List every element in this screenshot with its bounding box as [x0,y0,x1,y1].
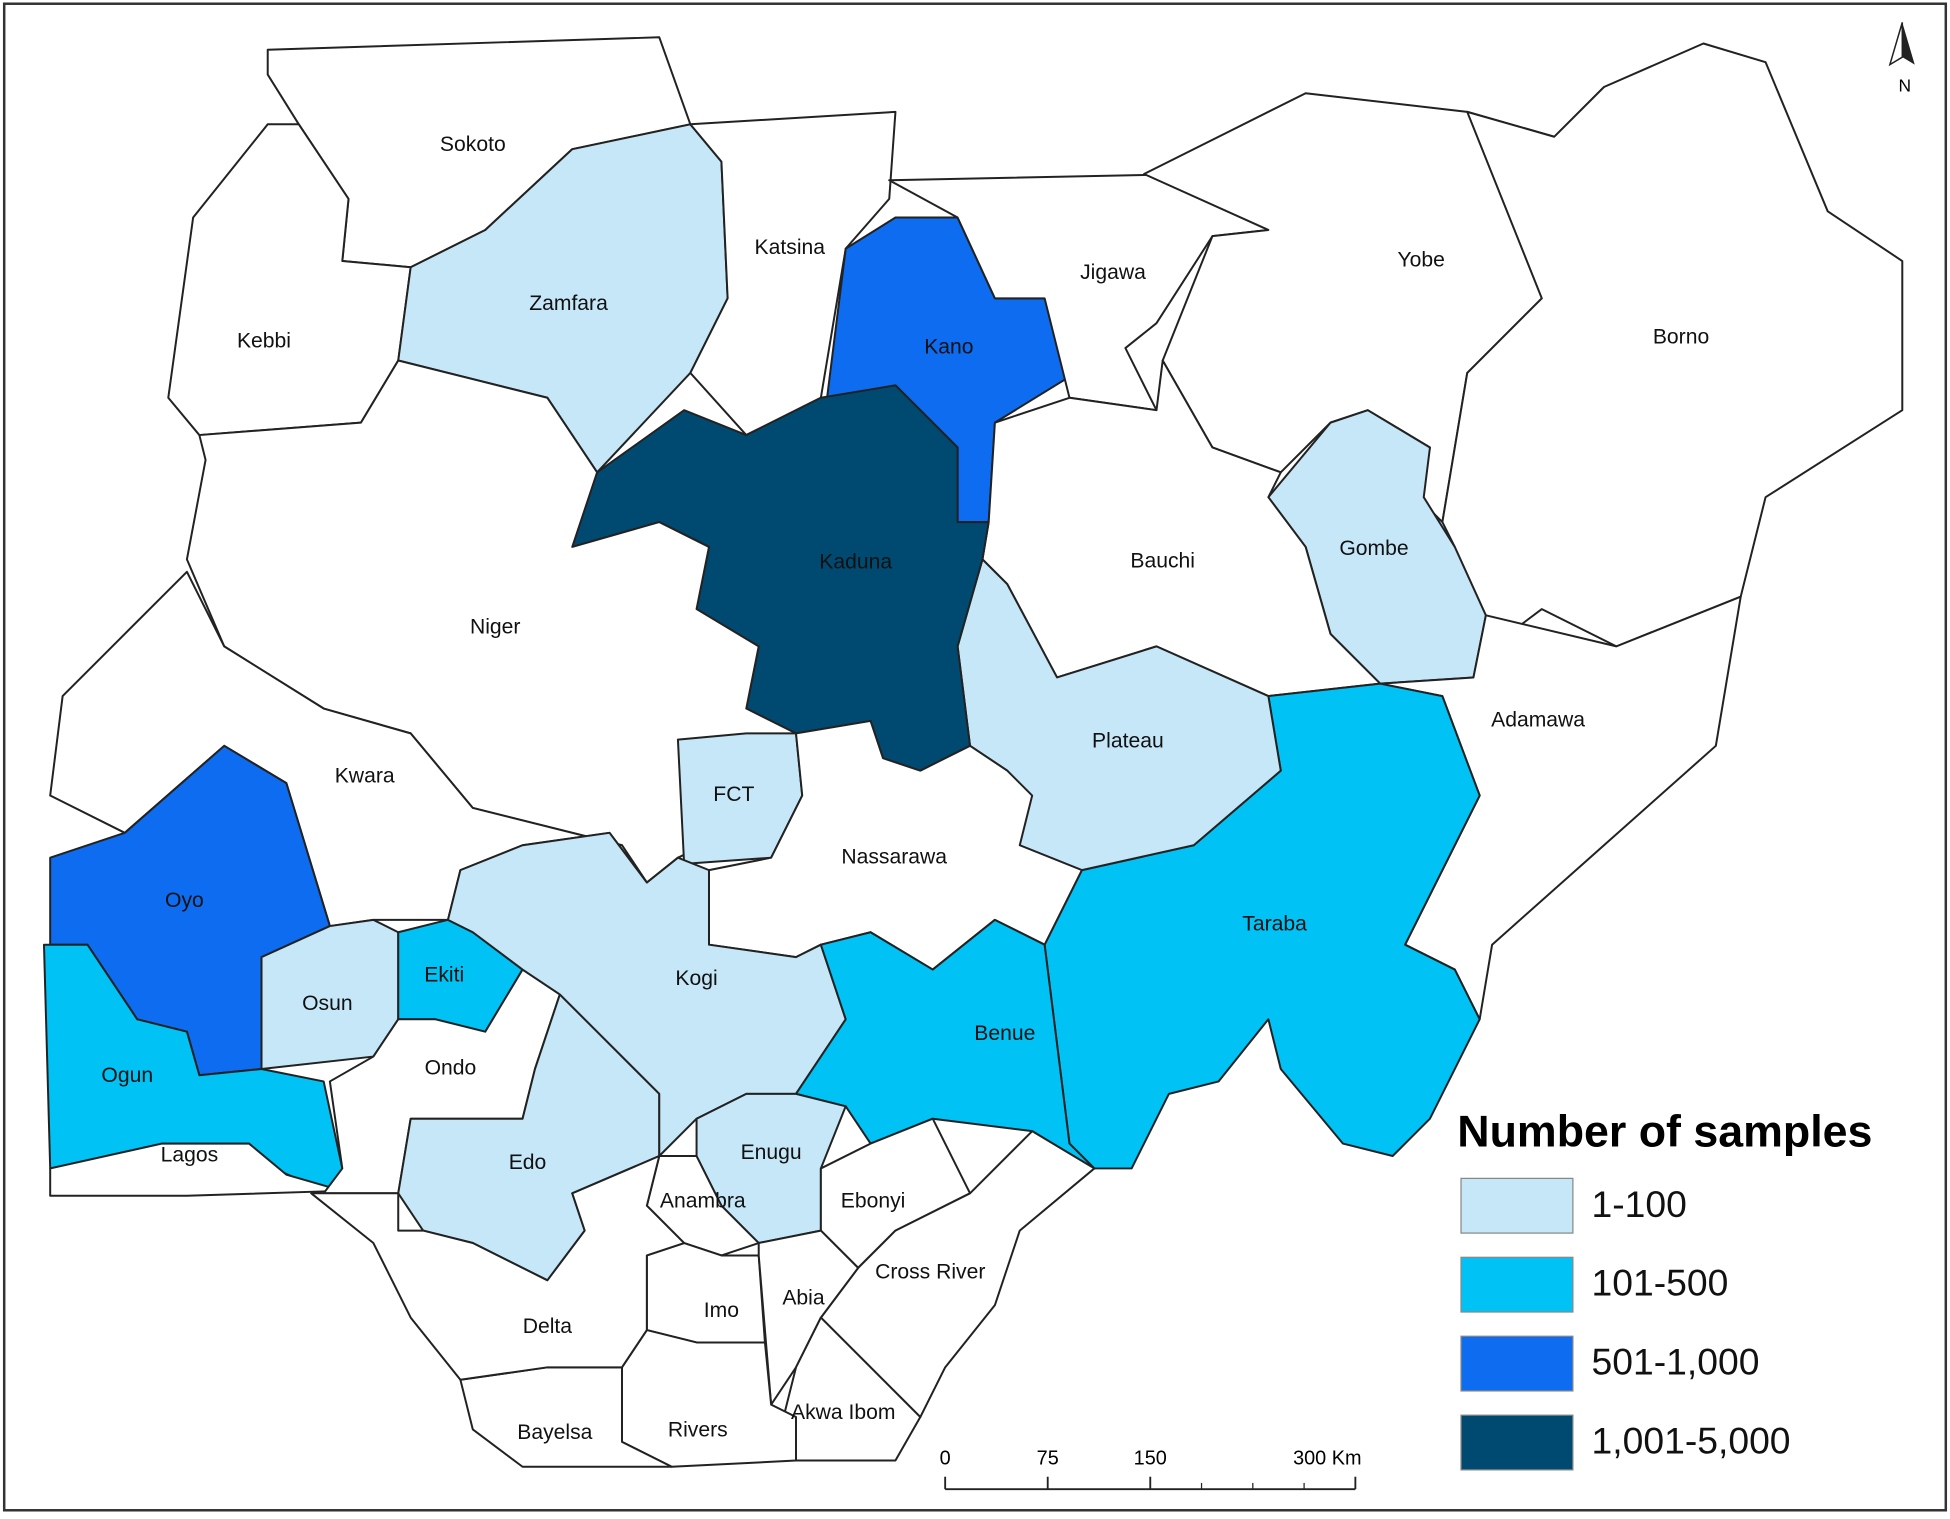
legend-label: 501-1,000 [1592,1341,1760,1383]
states [42,36,1904,1468]
state-label: Ebonyi [841,1190,906,1213]
scale-bar: 0 75 150 300 Km [940,1448,1362,1491]
state-label: Katsina [755,236,826,259]
state-region [49,1142,344,1197]
state-label: Niger [470,615,520,638]
state-label: Zamfara [529,292,608,315]
scale-label: 150 [1134,1448,1167,1470]
state-label: Anambra [660,1190,746,1213]
legend-swatch [1460,1177,1574,1234]
state-label: Adamawa [1491,709,1585,732]
state-label: Oyo [165,889,204,912]
state-label: FCT [713,783,754,806]
state-region [310,1155,686,1381]
state-label: Taraba [1242,912,1307,935]
legend-swatch [1460,1256,1574,1313]
legend: Number of samples 1-100 101-500 501-1,000 1… [1457,1107,1872,1471]
scale-label: 0 [940,1448,951,1470]
legend-label: 1,001-5,000 [1592,1420,1791,1462]
legend-label: 1-100 [1592,1183,1687,1225]
north-label: N [1898,76,1911,96]
legend-swatch [1460,1414,1574,1471]
scale-label: 75 [1037,1448,1059,1470]
state-label: Kano [924,336,973,359]
state-region [645,1242,766,1344]
state-label: Benue [974,1022,1035,1045]
legend-swatch [1460,1335,1574,1392]
state-label: Imo [704,1299,739,1322]
state-label: Akwa Ibom [791,1401,896,1424]
legend-title: Number of samples [1457,1107,1872,1157]
legend-label: 101-500 [1592,1262,1729,1304]
state-label: Kebbi [237,329,291,352]
state-label: Plateau [1092,730,1164,753]
state-label: Ekiti [424,963,464,986]
state-label: Borno [1653,326,1709,349]
state-label: Nassarawa [841,845,947,868]
state-label: Jigawa [1080,261,1146,284]
state-label: Kwara [335,764,395,787]
state-region [782,1316,922,1462]
state-label: Cross River [875,1260,985,1283]
state-label: Enugu [741,1141,802,1164]
state-label: Abia [782,1287,825,1310]
state-label: Kogi [675,967,717,990]
state-label: Delta [523,1315,573,1338]
state-label: Osun [302,992,353,1015]
scale-label: 300 Km [1293,1448,1362,1470]
state-label: Ogun [101,1064,153,1087]
state-label: Rivers [668,1418,728,1441]
state-label: Sokoto [440,133,506,156]
state-labels: Sokoto Kebbi Zamfara Katsina Kano Jigawa Yobe B… [101,133,1709,1444]
state-label: Lagos [161,1144,219,1167]
state-label: Yobe [1398,249,1445,272]
state-label: Kaduna [819,551,892,574]
state-label: Bauchi [1130,549,1195,572]
state-label: Edo [509,1151,547,1174]
state-label: Gombe [1339,537,1408,560]
state-label: Bayelsa [517,1421,592,1444]
state-label: Ondo [425,1057,477,1080]
